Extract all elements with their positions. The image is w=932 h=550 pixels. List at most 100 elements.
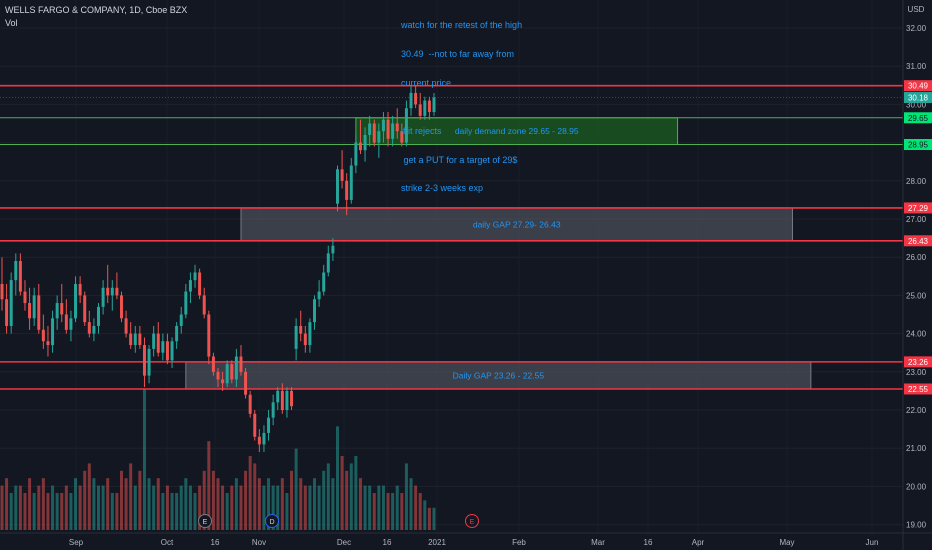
price-label-box [904,112,932,124]
candle-body [115,287,119,296]
volume-bar [97,485,101,530]
price-label-box [904,202,932,214]
candle-body [322,272,326,292]
candle-body [313,299,317,323]
volume-bar [372,493,376,530]
note-line: strike 2-3 weeks exp [401,183,484,194]
volume-bar [83,470,87,530]
event-marker [265,514,279,528]
volume-bar [368,485,372,530]
candle-body [317,291,321,300]
price-tick-label: 23.00 [906,368,927,377]
gap-zone [185,361,812,390]
volume-bar [170,493,174,530]
volume-bar [280,478,284,530]
volume-bar [216,478,220,530]
volume-bar [335,426,339,530]
candle-body [152,333,156,349]
volume-bar [285,493,289,530]
volume-bar [299,478,303,530]
candle-body [32,295,36,319]
candle-body [83,295,87,323]
volume-bar [18,485,22,530]
price-axis[interactable] [903,0,932,550]
volume-bar [147,478,151,530]
price-tick-label: 26.00 [906,253,927,262]
note-line: current price [401,77,452,88]
annotation-note[interactable]: watch for the retest of the high 30.49 -… [401,2,522,203]
volume-bar [184,478,188,530]
symbol-title[interactable]: WELLS FARGO & COMPANY, 1D, Cboe BZX [5,5,188,15]
volume-bar [32,493,36,530]
candle-body [271,402,275,418]
price-label-text: 30.18 [908,94,929,103]
candlestick-series[interactable] [0,85,436,453]
volume-bar [244,470,248,530]
candle-body [267,417,271,433]
price-label-box [904,80,932,92]
candle-body [41,329,45,342]
price-label-box [904,356,932,368]
candle-body [221,379,225,384]
event-marker [465,514,479,528]
volume-bars [0,389,436,530]
candle-body [119,295,123,319]
price-tick-label: 22.00 [906,406,927,415]
volume-bar [262,485,266,530]
candle-body [14,261,18,281]
candle-body [216,371,220,380]
candle-body [276,390,280,403]
candle-body [423,100,427,116]
candle-body [74,283,78,319]
candle-body [253,413,257,437]
volume-bar [207,441,211,530]
candle-body [156,333,160,353]
candle-body [106,287,110,296]
volume-bar [418,493,422,530]
price-axis-ticks: 32.0031.0030.0029.0028.0027.0026.0025.00… [906,24,927,530]
volume-bar [322,470,326,530]
volume-bar [221,485,225,530]
candle-body [211,356,215,372]
volume-bar [23,493,27,530]
candle-body [368,123,372,135]
volume-bar [175,493,179,530]
volume-bar [133,485,137,530]
candle-body [395,123,399,132]
candle-body [207,314,211,357]
volume-bar [313,478,317,530]
candle-body [345,180,349,200]
note-line: get a PUT for a target of 29$ [401,154,518,165]
volume-bar [46,493,50,530]
volume-bar [165,485,169,530]
volume-legend[interactable]: Vol [5,18,18,28]
time-tick-label: Sep [69,538,84,547]
volume-bar [225,493,229,530]
candle-body [147,348,151,376]
candle-body [0,283,4,300]
volume-bar [267,478,271,530]
candle-body [97,306,101,326]
candle-body [184,291,188,315]
price-label-text: 29.65 [908,114,929,123]
candle-body [142,345,146,376]
volume-bar [106,478,110,530]
candle-body [92,325,96,334]
volume-bar [391,493,395,530]
volume-bar [349,463,353,530]
volume-bar [119,470,123,530]
candle-body [244,371,248,395]
volume-bar [400,493,404,530]
volume-bar [110,493,114,530]
note-line: 30.49 --not to far away from [401,48,515,59]
volume-bar [377,485,381,530]
candle-body [257,436,261,445]
volume-bar [37,485,41,530]
time-tick-label: Apr [692,538,705,547]
price-label-box [904,235,932,247]
volume-bar [74,478,78,530]
candle-body [404,108,408,143]
